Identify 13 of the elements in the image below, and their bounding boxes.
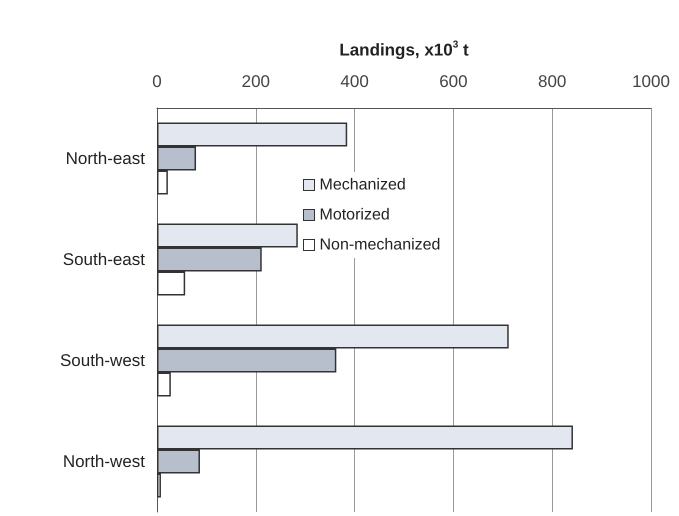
legend-label: Motorized: [320, 206, 390, 224]
x-tick-label: 200: [242, 72, 270, 91]
y-tick-label: South-west: [60, 351, 146, 370]
x-tick-label: 800: [538, 72, 566, 91]
legend-label: Mechanized: [320, 176, 406, 194]
legend-label: Non-mechanized: [320, 236, 440, 254]
y-tick-label: North-west: [62, 452, 146, 471]
x-tick-label: 600: [439, 72, 468, 91]
y-tick-label: North-east: [66, 149, 146, 168]
x-tick-label: 400: [340, 72, 369, 91]
x-tick-label: 1000: [632, 72, 670, 91]
x-tick-label: 0: [152, 72, 162, 91]
y-tick-label: South-east: [62, 250, 146, 269]
